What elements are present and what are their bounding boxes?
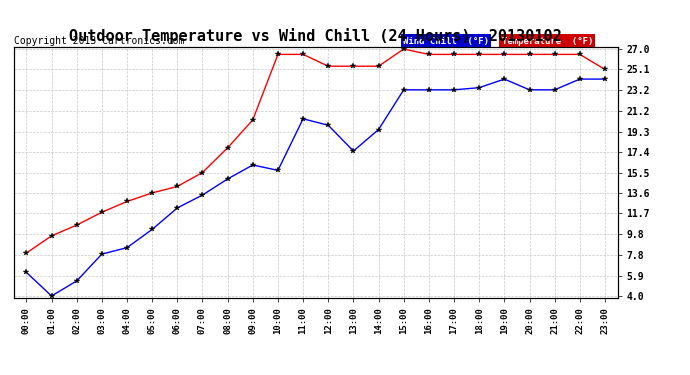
Text: Temperature  (°F): Temperature (°F) [502, 37, 593, 46]
Text: Copyright 2013 Cartronics.com: Copyright 2013 Cartronics.com [14, 36, 184, 46]
Text: Wind Chill  (°F): Wind Chill (°F) [403, 37, 489, 46]
Title: Outdoor Temperature vs Wind Chill (24 Hours)  20130102: Outdoor Temperature vs Wind Chill (24 Ho… [69, 28, 562, 44]
